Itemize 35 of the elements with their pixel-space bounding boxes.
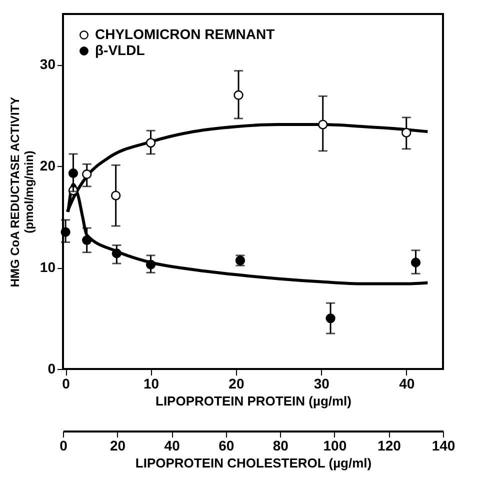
point xyxy=(402,128,412,138)
point xyxy=(112,248,122,258)
y-tick-label: 20 xyxy=(40,158,56,174)
x2-tick-label: 100 xyxy=(323,438,347,454)
x-tick-label: 20 xyxy=(228,376,244,392)
x2-tick-label: 80 xyxy=(272,438,289,454)
point xyxy=(234,90,244,100)
point xyxy=(146,138,156,148)
point xyxy=(146,260,156,270)
point xyxy=(82,235,92,246)
y-axis-title: HMG CoA REDUCTASE ACTIVITY (pmol/mg/min) xyxy=(8,96,36,288)
point xyxy=(318,120,328,130)
legend-label: CHYLOMICRON REMNANT xyxy=(95,26,276,42)
point xyxy=(68,168,78,178)
legend-label: β-VLDL xyxy=(95,42,146,58)
y-tick-label: 0 xyxy=(48,360,56,376)
x-tick-label: 0 xyxy=(62,376,70,392)
x-axis-title: LIPOPROTEIN PROTEIN (µg/ml) xyxy=(156,394,352,408)
x2-tick-label: 20 xyxy=(110,438,126,454)
x2-axis-title: LIPOPROTEIN CHOLESTEROL (µg/ml) xyxy=(135,456,372,470)
point xyxy=(82,169,92,180)
point xyxy=(60,227,70,237)
x-tick-label: 30 xyxy=(314,376,330,392)
y-tick-label: 30 xyxy=(40,56,56,72)
y-tick-label: 10 xyxy=(40,259,56,276)
x2-tick-label: 0 xyxy=(60,438,68,454)
x-tick-label: 10 xyxy=(143,376,160,392)
point xyxy=(410,258,421,268)
x2-tick-label: 120 xyxy=(378,438,402,454)
point xyxy=(110,190,121,200)
x2-tick-label: 140 xyxy=(432,438,456,454)
x2-tick-label: 60 xyxy=(218,438,234,454)
point xyxy=(326,313,336,324)
x-tick-label: 40 xyxy=(399,376,415,392)
x2-tick-label: 40 xyxy=(164,438,180,454)
